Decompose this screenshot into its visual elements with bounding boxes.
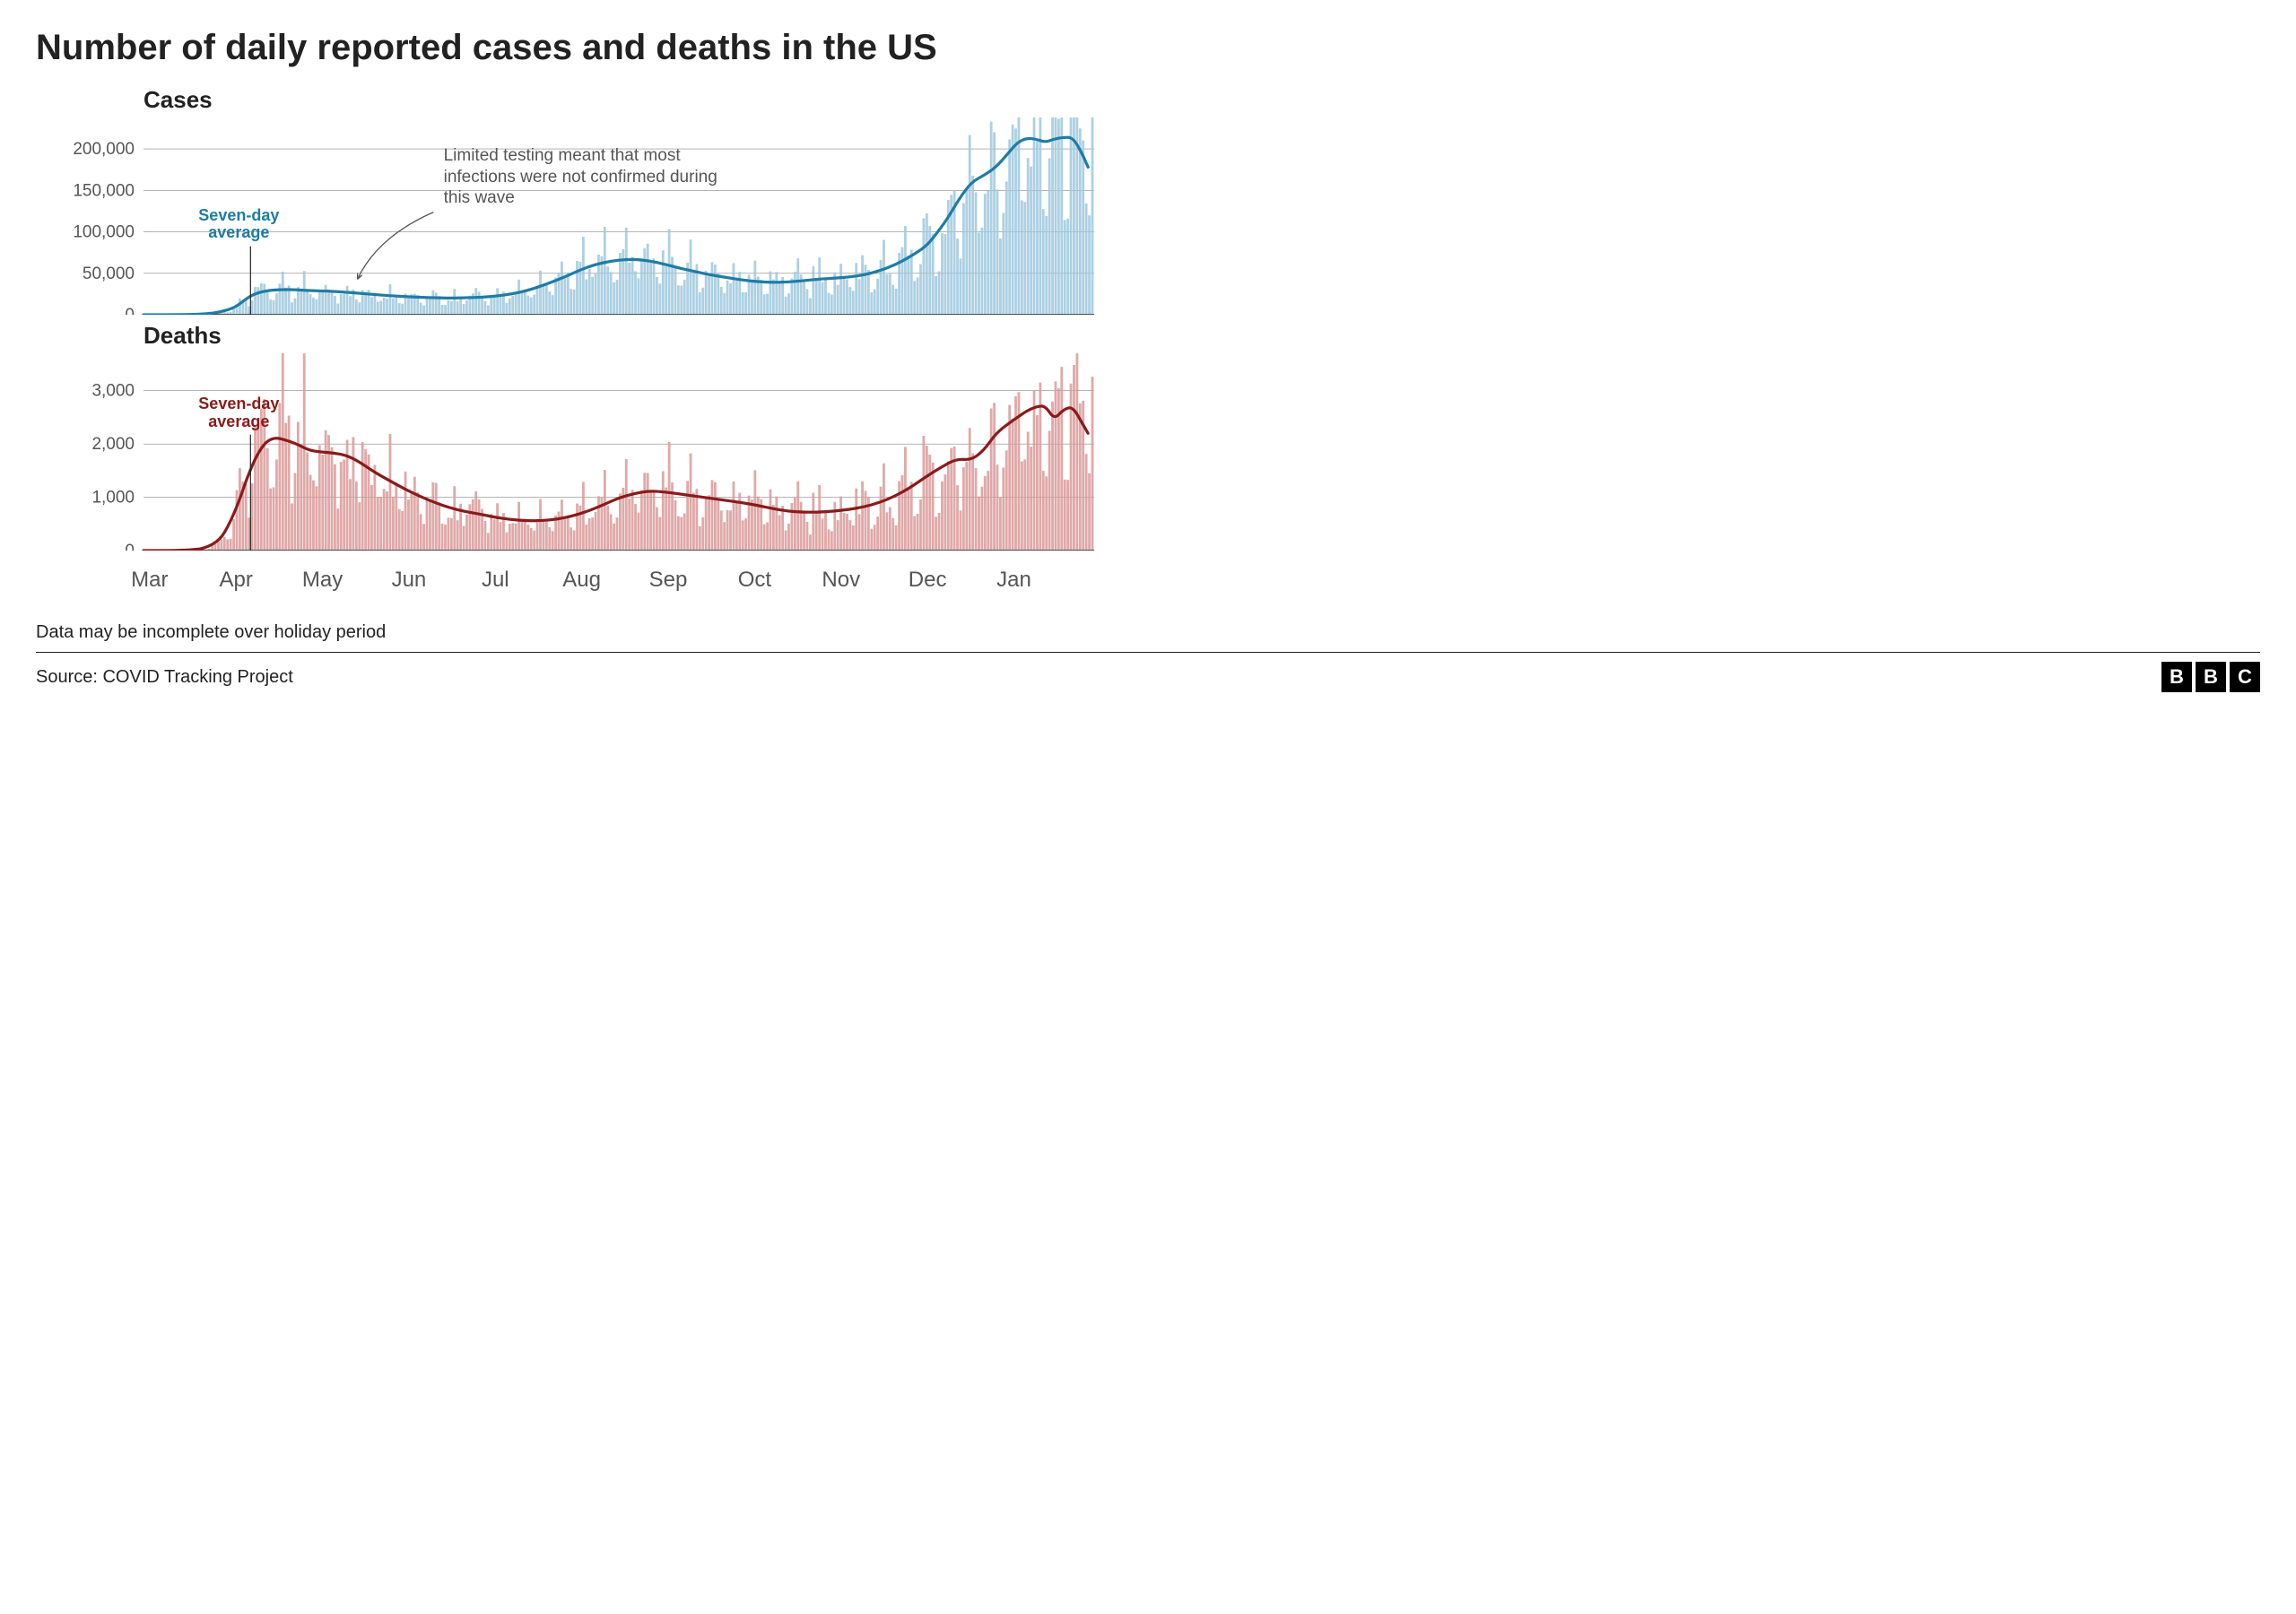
svg-text:50,000: 50,000 [83, 265, 135, 283]
source-text: Source: COVID Tracking Project [36, 667, 293, 688]
x-axis-svg: Mar Apr May Jun Jul Aug Sep Oct Nov Dec Jan [36, 558, 1112, 603]
svg-text:May: May [302, 568, 343, 592]
svg-text:Dec: Dec [909, 568, 947, 592]
deaths-legend-label: Seven-dayaverage [198, 395, 279, 431]
footer-note: Data may be incomplete over holiday peri… [36, 610, 2260, 653]
cases-annotation: Limited testing meant that most infectio… [444, 145, 731, 209]
deaths-chart-wrap: 0 1,000 2,000 3,000 Seven-dayaverage [36, 353, 2260, 551]
svg-text:Jul: Jul [482, 568, 509, 592]
svg-text:Mar: Mar [131, 568, 168, 592]
svg-text:0: 0 [125, 542, 135, 551]
cases-chart-wrap: 0 50,000 100,000 150,000 200,000 Seven-dayav… [36, 117, 2260, 315]
bbc-logo-b1: B [2161, 662, 2192, 692]
svg-text:Oct: Oct [738, 568, 772, 592]
svg-text:0: 0 [125, 306, 135, 315]
cases-panel-title: Cases [144, 86, 2260, 114]
svg-text:1,000: 1,000 [91, 489, 135, 508]
deaths-chart-svg: 0 1,000 2,000 3,000 [36, 353, 1112, 551]
bbc-logo-b2: B [2196, 662, 2226, 692]
footer-row: Source: COVID Tracking Project B B C [36, 653, 2260, 692]
deaths-panel-title: Deaths [144, 322, 2260, 350]
cases-legend-label: Seven-dayaverage [198, 207, 279, 243]
svg-text:Aug: Aug [562, 568, 601, 592]
bbc-logo: B B C [2161, 662, 2260, 692]
svg-text:Sep: Sep [649, 568, 688, 592]
svg-text:100,000: 100,000 [73, 223, 135, 242]
svg-text:3,000: 3,000 [91, 382, 135, 401]
svg-text:Jun: Jun [392, 568, 427, 592]
svg-text:Jan: Jan [996, 568, 1031, 592]
svg-text:200,000: 200,000 [73, 140, 135, 159]
svg-text:Nov: Nov [822, 568, 860, 592]
chart-title: Number of daily reported cases and death… [36, 27, 2260, 68]
bbc-logo-c: C [2230, 662, 2260, 692]
svg-text:2,000: 2,000 [91, 435, 135, 454]
svg-text:Apr: Apr [220, 568, 253, 592]
svg-text:150,000: 150,000 [73, 181, 135, 200]
